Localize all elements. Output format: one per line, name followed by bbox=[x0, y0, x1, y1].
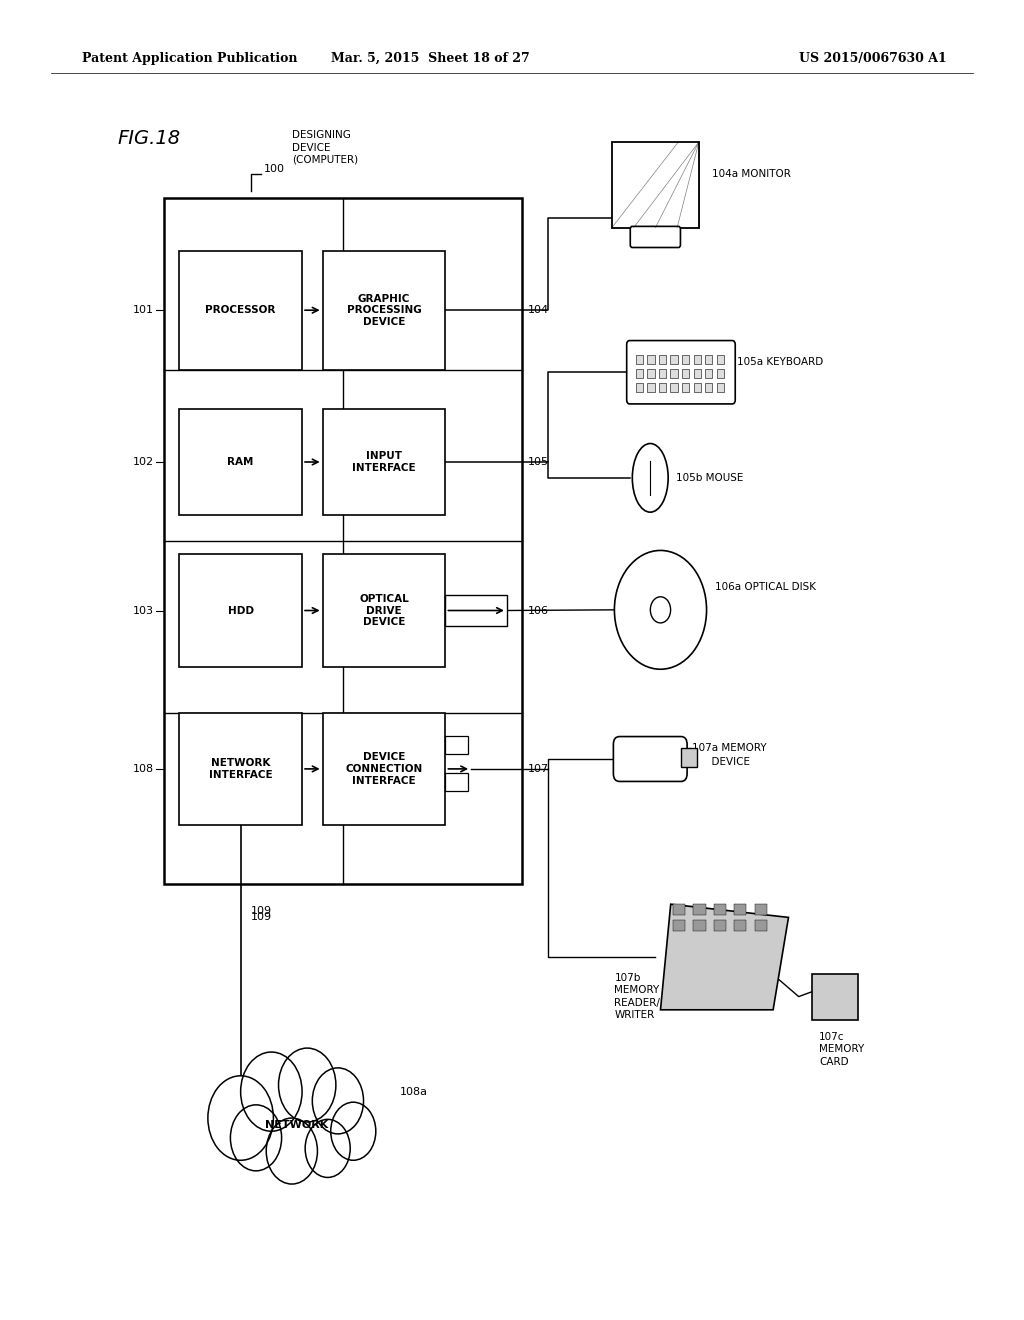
Bar bbox=[647, 383, 654, 392]
Text: DESIGNING
DEVICE
(COMPUTER): DESIGNING DEVICE (COMPUTER) bbox=[292, 131, 358, 165]
FancyBboxPatch shape bbox=[627, 341, 735, 404]
Text: 108a: 108a bbox=[399, 1086, 427, 1097]
Text: 106a OPTICAL DISK: 106a OPTICAL DISK bbox=[715, 582, 816, 593]
Text: 106: 106 bbox=[527, 606, 549, 615]
Bar bbox=[179, 251, 302, 370]
Bar bbox=[179, 409, 302, 515]
Bar bbox=[659, 368, 666, 378]
Text: 107c
MEMORY
CARD: 107c MEMORY CARD bbox=[819, 1032, 864, 1067]
Bar bbox=[682, 383, 689, 392]
Bar bbox=[682, 355, 689, 364]
Text: 101: 101 bbox=[132, 305, 154, 315]
Bar bbox=[693, 383, 700, 392]
Ellipse shape bbox=[633, 444, 668, 512]
Bar bbox=[734, 904, 746, 915]
Text: 109: 109 bbox=[251, 912, 272, 923]
Bar bbox=[714, 920, 726, 931]
Text: RAM: RAM bbox=[227, 457, 254, 467]
Text: HDD: HDD bbox=[227, 606, 254, 615]
Text: 105a KEYBOARD: 105a KEYBOARD bbox=[737, 356, 823, 367]
Bar bbox=[717, 355, 724, 364]
Bar bbox=[323, 409, 445, 515]
Bar bbox=[705, 368, 713, 378]
Bar bbox=[705, 355, 713, 364]
Bar bbox=[681, 748, 697, 767]
Bar bbox=[734, 920, 746, 931]
Circle shape bbox=[279, 1048, 336, 1122]
Bar bbox=[612, 141, 698, 227]
Text: 104: 104 bbox=[527, 305, 549, 315]
FancyBboxPatch shape bbox=[631, 226, 681, 248]
Text: 105: 105 bbox=[527, 457, 549, 467]
Bar bbox=[179, 713, 302, 825]
Bar bbox=[673, 920, 685, 931]
Bar bbox=[693, 904, 706, 915]
Circle shape bbox=[312, 1068, 364, 1134]
Text: NETWORK
INTERFACE: NETWORK INTERFACE bbox=[209, 758, 272, 780]
Bar bbox=[717, 383, 724, 392]
Bar bbox=[636, 355, 643, 364]
Bar bbox=[323, 251, 445, 370]
Bar bbox=[693, 920, 706, 931]
Bar bbox=[647, 355, 654, 364]
FancyBboxPatch shape bbox=[613, 737, 687, 781]
Text: Mar. 5, 2015  Sheet 18 of 27: Mar. 5, 2015 Sheet 18 of 27 bbox=[331, 51, 529, 65]
Text: 100: 100 bbox=[264, 164, 286, 174]
Text: US 2015/0067630 A1: US 2015/0067630 A1 bbox=[799, 51, 946, 65]
Bar bbox=[671, 368, 678, 378]
Bar bbox=[673, 904, 685, 915]
Bar bbox=[323, 713, 445, 825]
Bar bbox=[659, 383, 666, 392]
Bar bbox=[445, 774, 468, 792]
Polygon shape bbox=[660, 904, 788, 1010]
Bar bbox=[755, 904, 767, 915]
Text: INPUT
INTERFACE: INPUT INTERFACE bbox=[352, 451, 416, 473]
Text: GRAPHIC
PROCESSING
DEVICE: GRAPHIC PROCESSING DEVICE bbox=[347, 293, 421, 327]
Bar bbox=[647, 368, 654, 378]
Bar bbox=[693, 368, 700, 378]
Circle shape bbox=[208, 1076, 273, 1160]
Bar bbox=[811, 974, 858, 1020]
Bar bbox=[636, 368, 643, 378]
Bar bbox=[682, 368, 689, 378]
Circle shape bbox=[331, 1102, 376, 1160]
Bar bbox=[659, 355, 666, 364]
Circle shape bbox=[230, 1105, 282, 1171]
Bar bbox=[636, 383, 643, 392]
Text: 107: 107 bbox=[527, 764, 549, 774]
Bar bbox=[705, 383, 713, 392]
Text: 107b
MEMORY
READER/
WRITER: 107b MEMORY READER/ WRITER bbox=[614, 973, 660, 1020]
Text: 107a MEMORY
      DEVICE: 107a MEMORY DEVICE bbox=[692, 743, 767, 767]
Bar bbox=[445, 737, 468, 755]
Circle shape bbox=[305, 1119, 350, 1177]
Bar bbox=[671, 383, 678, 392]
Bar bbox=[717, 368, 724, 378]
Text: PROCESSOR: PROCESSOR bbox=[206, 305, 275, 315]
Text: DEVICE
CONNECTION
INTERFACE: DEVICE CONNECTION INTERFACE bbox=[345, 752, 423, 785]
Text: 108: 108 bbox=[132, 764, 154, 774]
Text: 104a MONITOR: 104a MONITOR bbox=[712, 169, 791, 180]
Bar bbox=[714, 904, 726, 915]
Bar bbox=[755, 920, 767, 931]
Circle shape bbox=[614, 550, 707, 669]
Bar bbox=[671, 355, 678, 364]
Text: 102: 102 bbox=[132, 457, 154, 467]
Circle shape bbox=[266, 1118, 317, 1184]
Text: 109: 109 bbox=[251, 906, 272, 916]
Text: Patent Application Publication: Patent Application Publication bbox=[82, 51, 297, 65]
Bar bbox=[323, 554, 445, 667]
Text: 105b MOUSE: 105b MOUSE bbox=[676, 473, 743, 483]
Circle shape bbox=[650, 597, 671, 623]
Bar bbox=[445, 594, 507, 627]
Bar bbox=[179, 554, 302, 667]
Text: FIG.18: FIG.18 bbox=[118, 129, 181, 148]
Circle shape bbox=[241, 1052, 302, 1131]
Text: NETWORK: NETWORK bbox=[265, 1119, 329, 1130]
Text: 103: 103 bbox=[132, 606, 154, 615]
Bar bbox=[693, 355, 700, 364]
Bar bbox=[164, 198, 522, 884]
Text: OPTICAL
DRIVE
DEVICE: OPTICAL DRIVE DEVICE bbox=[359, 594, 409, 627]
